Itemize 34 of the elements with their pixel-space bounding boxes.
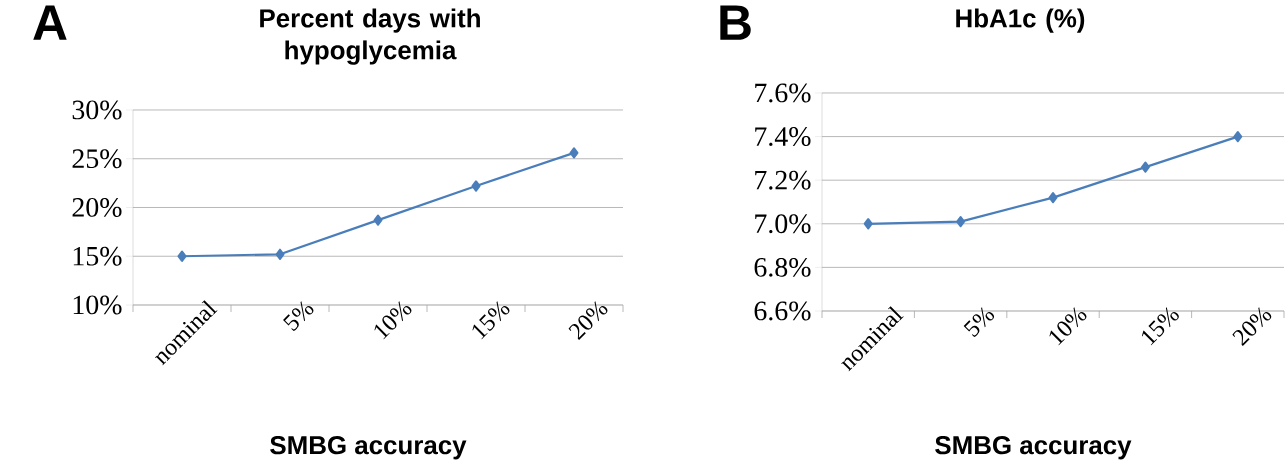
x-tick-label: 15% xyxy=(1141,307,1179,346)
x-tick-label: 15% xyxy=(472,301,510,340)
x-tick-label: 10% xyxy=(374,301,412,340)
point xyxy=(863,218,873,230)
point xyxy=(471,180,481,192)
point xyxy=(177,250,187,262)
y-tick-label: 7.6% xyxy=(755,83,811,103)
point xyxy=(569,147,579,159)
y-tick-label: 7.0% xyxy=(755,214,811,234)
x-tick-label: 20% xyxy=(568,301,608,341)
y-tick-label: 25% xyxy=(72,149,122,169)
y-tick-label: 30% xyxy=(72,100,122,120)
y-tick-label: 7.2% xyxy=(755,170,811,190)
point xyxy=(956,216,966,228)
point xyxy=(1048,192,1058,204)
x-tick-label: 5% xyxy=(963,307,995,338)
x-axis-title: SMBG accuracy xyxy=(935,436,1132,460)
x-tick-label: 10% xyxy=(1049,307,1087,346)
point xyxy=(1233,130,1243,143)
y-tick-label: 7.4% xyxy=(755,127,811,147)
point xyxy=(275,248,285,260)
y-tick-label: 20% xyxy=(72,198,122,217)
point xyxy=(373,214,383,226)
y-tick-label: 6.8% xyxy=(754,257,811,277)
point xyxy=(1140,161,1150,173)
x-tick-label: 5% xyxy=(283,301,314,332)
x-tick-label: 20% xyxy=(1232,307,1272,347)
chart-title: HbA1c (%) xyxy=(956,8,1085,33)
y-tick-label: 15% xyxy=(73,246,122,266)
x-axis-title: SMBG accuracy xyxy=(270,436,467,460)
chart-title: Percent days with hypoglycemia xyxy=(260,8,480,65)
text: A xyxy=(33,5,67,40)
text: B xyxy=(720,5,751,40)
y-tick-label: 6.6% xyxy=(754,301,811,321)
